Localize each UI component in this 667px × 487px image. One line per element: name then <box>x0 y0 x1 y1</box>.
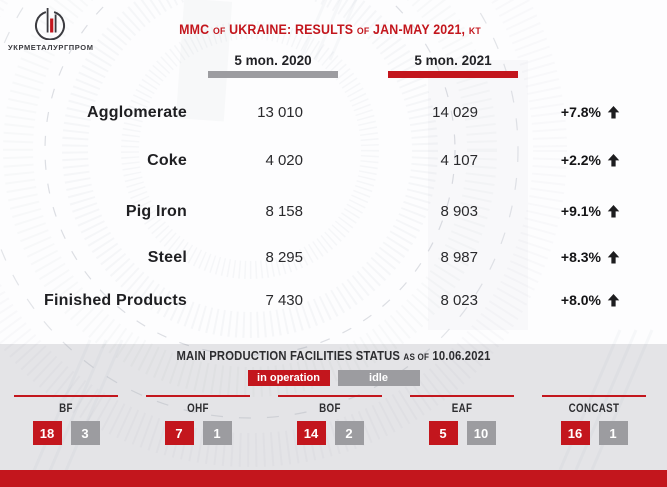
row-label: Finished Products <box>44 292 187 309</box>
logo-text: УКРМЕТАЛУРГПРОМ <box>8 43 94 52</box>
value-2021: 4 107 <box>440 152 478 169</box>
row-label: Coke <box>147 152 187 169</box>
change-percent: +2.2% <box>520 152 620 168</box>
table-row: Steel 8 295 8 987 +8.3% <box>0 249 667 269</box>
value-2020: 4 020 <box>265 152 303 169</box>
column-header-2021: 5 mon. 2021 <box>388 53 518 78</box>
facility-bf: BF 18 3 <box>8 395 124 445</box>
idle-count: 3 <box>70 421 100 445</box>
column-2020-underline <box>208 71 338 78</box>
up-arrow-icon <box>607 250 620 264</box>
table-row: Finished Products 7 430 8 023 +8.0% <box>0 292 667 312</box>
facility-divider <box>542 395 646 397</box>
in-operation-count: 5 <box>428 421 458 445</box>
idle-count: 1 <box>598 421 628 445</box>
value-2021: 8 987 <box>440 249 478 266</box>
facility-name: CONCAST <box>568 403 620 415</box>
value-2020: 8 158 <box>265 203 303 220</box>
status-band <box>0 344 667 470</box>
facility-divider <box>410 395 514 397</box>
facility-name: BF <box>59 403 73 415</box>
in-operation-count: 16 <box>560 421 590 445</box>
idle-count: 2 <box>334 421 364 445</box>
value-2020: 8 295 <box>265 249 303 266</box>
value-2020: 7 430 <box>265 292 303 309</box>
status-heading: MAIN PRODUCTION FACILITIES STATUS AS OF … <box>176 349 491 363</box>
column-2021-underline <box>388 71 518 78</box>
facility-ohf: OHF 7 1 <box>140 395 256 445</box>
status-section: MAIN PRODUCTION FACILITIES STATUS AS OF … <box>0 344 667 470</box>
column-header-2020: 5 mon. 2020 <box>208 53 338 78</box>
ukrmetallurgprom-logo-icon <box>35 8 65 41</box>
idle-count: 1 <box>202 421 232 445</box>
bottom-accent-bar <box>0 470 667 487</box>
legend-idle-badge: idle <box>337 370 420 386</box>
value-2021: 8 023 <box>440 292 478 309</box>
facility-concast: CONCAST 16 1 <box>536 395 652 445</box>
table-row: Coke 4 020 4 107 +2.2% <box>0 152 667 172</box>
up-arrow-icon <box>607 105 620 119</box>
status-date: 10.06.2021 <box>432 349 491 363</box>
row-label: Pig Iron <box>125 203 187 220</box>
facility-name: OHF <box>187 403 209 415</box>
in-operation-count: 18 <box>32 421 62 445</box>
change-percent: +9.1% <box>520 203 620 219</box>
value-2020: 13 010 <box>257 104 303 121</box>
row-label: Steel <box>147 249 187 266</box>
value-2021: 8 903 <box>440 203 478 220</box>
facility-divider <box>278 395 382 397</box>
change-percent: +8.3% <box>520 249 620 265</box>
table-row: Agglomerate 13 010 14 029 +7.8% <box>0 104 667 124</box>
facility-name: EAF <box>451 403 473 415</box>
facility-divider <box>14 395 118 397</box>
table-row: Pig Iron 8 158 8 903 +9.1% <box>0 203 667 223</box>
up-arrow-icon <box>607 204 620 218</box>
up-arrow-icon <box>607 293 620 307</box>
up-arrow-icon <box>607 153 620 167</box>
value-2021: 14 029 <box>432 104 478 121</box>
page-title: MMC OF UKRAINE: RESULTS OF JAN-MAY 2021,… <box>179 22 481 37</box>
in-operation-count: 14 <box>296 421 326 445</box>
idle-count: 10 <box>466 421 496 445</box>
logo: УКРМЕТАЛУРГПРОМ <box>8 6 94 52</box>
facility-divider <box>146 395 250 397</box>
row-label: Agglomerate <box>87 104 187 121</box>
facility-eaf: EAF 5 10 <box>404 395 520 445</box>
legend-in-operation-badge: in operation <box>247 370 330 386</box>
facility-bof: BOF 14 2 <box>272 395 388 445</box>
in-operation-count: 7 <box>164 421 194 445</box>
facility-name: BOF <box>319 403 341 415</box>
status-legend: in operation idle <box>0 370 667 386</box>
change-percent: +8.0% <box>520 292 620 308</box>
change-percent: +7.8% <box>520 104 620 120</box>
